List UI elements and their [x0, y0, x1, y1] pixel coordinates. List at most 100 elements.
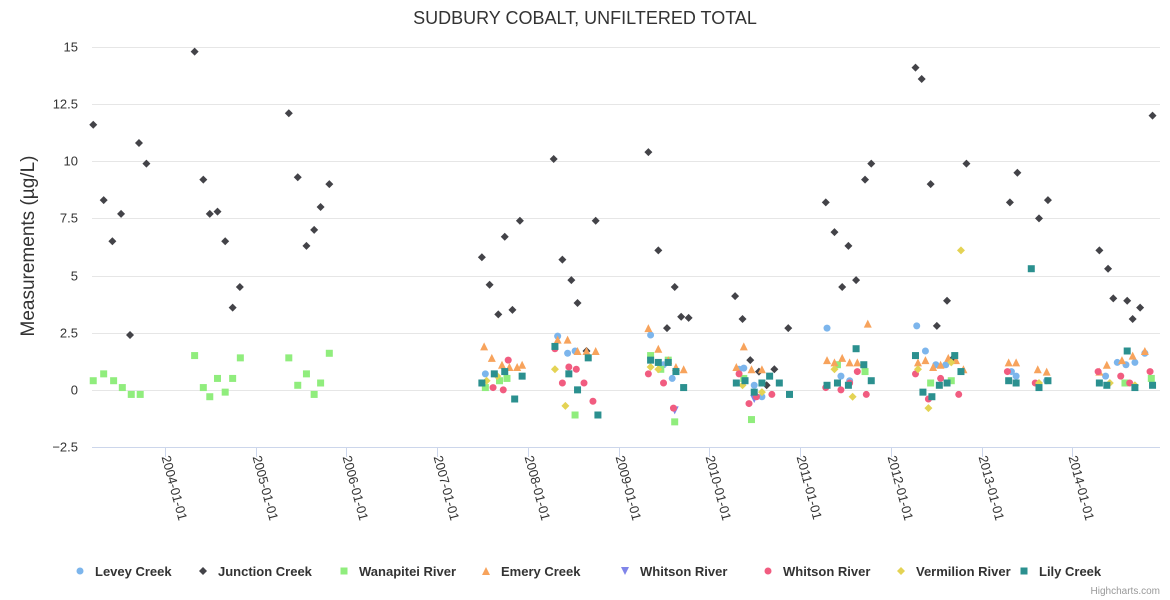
- data-point[interactable]: [1128, 315, 1137, 323]
- data-point[interactable]: [745, 400, 753, 408]
- data-point[interactable]: [921, 356, 930, 365]
- data-point[interactable]: [1005, 198, 1014, 207]
- legend-item[interactable]: Levey Creek: [76, 564, 173, 579]
- legend-item[interactable]: Lily Creek: [1020, 564, 1102, 579]
- data-point[interactable]: [1148, 111, 1157, 120]
- data-point[interactable]: [663, 324, 672, 333]
- data-point[interactable]: [758, 379, 766, 387]
- data-point[interactable]: [549, 155, 558, 163]
- data-point[interactable]: [591, 216, 600, 225]
- legend-symbol-icon[interactable]: [199, 567, 207, 575]
- data-point[interactable]: [1123, 347, 1131, 355]
- legend-symbol-icon[interactable]: [340, 567, 348, 575]
- data-point[interactable]: [1095, 246, 1104, 255]
- data-point[interactable]: [758, 393, 766, 401]
- data-point[interactable]: [654, 344, 663, 353]
- legend-symbol-icon[interactable]: [76, 567, 84, 575]
- data-point[interactable]: [921, 347, 929, 355]
- legend-label[interactable]: Emery Creek: [501, 564, 581, 579]
- data-point[interactable]: [863, 319, 872, 328]
- data-point[interactable]: [845, 358, 854, 367]
- data-point[interactable]: [947, 358, 956, 367]
- legend-item[interactable]: Wanapitei River: [340, 564, 457, 579]
- data-point[interactable]: [584, 354, 592, 362]
- data-point[interactable]: [1012, 372, 1020, 380]
- data-point[interactable]: [518, 360, 527, 369]
- data-point[interactable]: [660, 379, 668, 387]
- data-point[interactable]: [1044, 377, 1052, 385]
- data-point[interactable]: [646, 363, 655, 371]
- data-point[interactable]: [1094, 368, 1102, 376]
- data-point[interactable]: [110, 377, 118, 385]
- data-point[interactable]: [833, 379, 841, 387]
- data-point[interactable]: [1003, 368, 1011, 376]
- data-point[interactable]: [732, 363, 741, 371]
- legend-symbol-icon[interactable]: [621, 567, 629, 575]
- data-point[interactable]: [853, 368, 861, 376]
- legend-label[interactable]: Junction Creek: [218, 564, 313, 579]
- data-point[interactable]: [738, 315, 747, 323]
- data-point[interactable]: [821, 198, 830, 207]
- data-point[interactable]: [943, 379, 951, 387]
- data-point[interactable]: [936, 360, 945, 369]
- legend-item[interactable]: Whitson River: [621, 564, 727, 579]
- data-point[interactable]: [1121, 379, 1129, 387]
- data-point[interactable]: [684, 313, 693, 322]
- data-point[interactable]: [477, 253, 486, 262]
- data-point[interactable]: [480, 342, 489, 351]
- data-point[interactable]: [747, 365, 756, 374]
- data-point[interactable]: [235, 283, 244, 291]
- data-point[interactable]: [677, 312, 686, 321]
- data-point[interactable]: [503, 374, 511, 382]
- data-point[interactable]: [679, 365, 688, 374]
- data-point[interactable]: [947, 377, 955, 385]
- data-point[interactable]: [647, 356, 655, 364]
- data-point[interactable]: [740, 364, 748, 372]
- data-point[interactable]: [481, 370, 489, 378]
- data-point[interactable]: [499, 386, 507, 394]
- data-point[interactable]: [1123, 296, 1132, 305]
- data-point[interactable]: [913, 365, 922, 374]
- data-point[interactable]: [563, 335, 572, 344]
- data-point[interactable]: [317, 379, 325, 387]
- data-point[interactable]: [671, 418, 679, 426]
- data-point[interactable]: [229, 374, 237, 382]
- data-point[interactable]: [1117, 356, 1126, 365]
- data-point[interactable]: [508, 305, 517, 314]
- data-point[interactable]: [746, 356, 755, 365]
- data-point[interactable]: [962, 159, 971, 168]
- legend-symbol-icon[interactable]: [1020, 567, 1028, 575]
- data-point[interactable]: [784, 324, 793, 333]
- data-point[interactable]: [927, 379, 935, 387]
- data-point[interactable]: [867, 377, 875, 385]
- data-point[interactable]: [316, 203, 325, 211]
- data-point[interactable]: [190, 47, 199, 56]
- data-point[interactable]: [853, 358, 862, 367]
- data-point[interactable]: [911, 352, 919, 360]
- data-point[interactable]: [741, 377, 749, 385]
- data-point[interactable]: [571, 411, 579, 419]
- data-point[interactable]: [1005, 377, 1013, 385]
- data-point[interactable]: [302, 370, 310, 378]
- data-point[interactable]: [117, 209, 126, 218]
- data-point[interactable]: [553, 335, 562, 344]
- data-point[interactable]: [567, 276, 576, 285]
- legend-symbol-icon[interactable]: [482, 567, 490, 575]
- data-point[interactable]: [285, 354, 293, 362]
- data-point[interactable]: [1131, 358, 1139, 366]
- data-point[interactable]: [494, 310, 503, 319]
- data-point[interactable]: [574, 386, 582, 394]
- data-point[interactable]: [654, 365, 663, 374]
- data-point[interactable]: [199, 175, 208, 184]
- data-point[interactable]: [929, 363, 938, 371]
- data-point[interactable]: [647, 352, 655, 360]
- data-point[interactable]: [680, 384, 688, 392]
- legend-label[interactable]: Whitson River: [640, 564, 727, 579]
- data-point[interactable]: [1113, 358, 1121, 366]
- data-point[interactable]: [852, 345, 860, 353]
- data-point[interactable]: [513, 363, 522, 371]
- data-point[interactable]: [861, 368, 869, 376]
- legend-symbol-icon[interactable]: [897, 567, 905, 575]
- data-point[interactable]: [943, 296, 952, 305]
- data-point[interactable]: [1004, 358, 1013, 367]
